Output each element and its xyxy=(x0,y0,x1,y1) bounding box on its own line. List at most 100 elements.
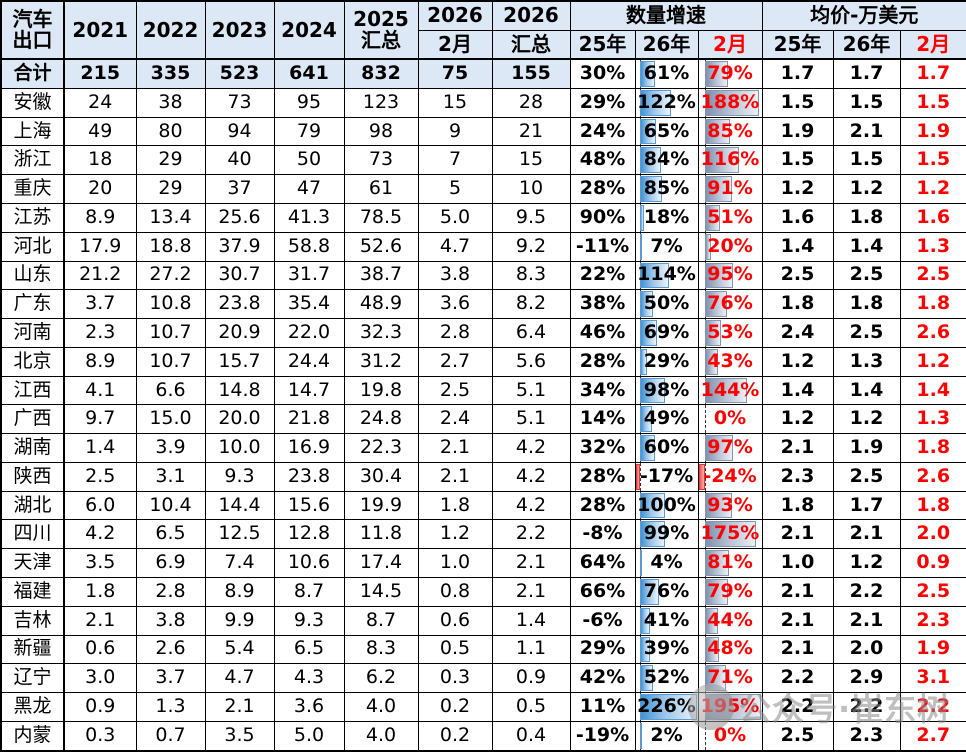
data-bar xyxy=(639,550,642,576)
value-cell: 6.0 xyxy=(63,490,137,521)
growth-25-cell: 38% xyxy=(569,289,636,320)
cell-text: 114% xyxy=(637,263,696,286)
price-26-cell: 2.1 xyxy=(832,116,901,147)
growth-25-cell: 29% xyxy=(569,634,636,665)
value-cell: 3.8 xyxy=(417,260,493,291)
value-cell: 10.6 xyxy=(273,548,345,578)
growth-26-cell: 85% xyxy=(634,174,699,205)
data-bar xyxy=(639,406,653,433)
data-bar xyxy=(639,147,662,174)
price-25-cell: 1.2 xyxy=(761,174,834,205)
row-label: 广东 xyxy=(0,289,65,320)
value-cell: 1.8 xyxy=(417,490,493,521)
value-cell: 2.5 xyxy=(417,375,493,406)
growth-25-cell: 32% xyxy=(569,433,636,463)
value-cell: 215 xyxy=(63,58,137,89)
value-cell: 58.8 xyxy=(273,231,345,262)
price-feb-cell: 2.3 xyxy=(899,605,966,636)
value-cell: 16.9 xyxy=(273,433,345,463)
data-bar xyxy=(639,320,658,346)
row-label: 合计 xyxy=(0,58,65,89)
cell-text: 65% xyxy=(643,119,690,142)
row-label: 北京 xyxy=(0,346,65,377)
data-bar xyxy=(639,435,656,461)
table-row: 河南 2.3 10.7 20.9 22.0 32.3 2.8 6.4 46% 69% 53% 2.4 2… xyxy=(0,318,966,348)
value-cell: 10.7 xyxy=(135,346,206,377)
data-bar xyxy=(639,176,662,203)
value-cell: 41.3 xyxy=(273,203,345,233)
growth-26-cell: 41% xyxy=(634,605,699,636)
price-26-cell: 2.9 xyxy=(832,663,901,694)
row-label: 湖南 xyxy=(0,433,65,463)
price-26-cell: 2.2 xyxy=(832,576,901,607)
price-26-cell: 2.5 xyxy=(832,461,901,492)
growth-25-cell: 14% xyxy=(569,404,636,435)
data-bar xyxy=(705,607,719,634)
cell-text: 50% xyxy=(643,292,690,315)
row-label: 吉林 xyxy=(0,605,65,636)
value-cell: 5 xyxy=(417,174,493,205)
row-label: 湖北 xyxy=(0,490,65,521)
data-bar xyxy=(639,607,651,634)
col-header-2026-feb-label: 2月 xyxy=(417,29,493,60)
growth-25-cell: -8% xyxy=(569,519,636,550)
cell-text: 18% xyxy=(643,205,690,228)
value-cell: 641 xyxy=(273,58,345,89)
value-cell: 73 xyxy=(343,145,419,176)
value-cell: 8.2 xyxy=(491,289,571,320)
sub-header-price-25: 25年 xyxy=(761,29,834,60)
value-cell: 8.7 xyxy=(273,576,345,607)
value-cell: 8.3 xyxy=(343,634,419,665)
value-cell: 20 xyxy=(63,174,137,205)
growth-26-cell: 29% xyxy=(634,346,699,377)
price-25-cell: 2.1 xyxy=(761,433,834,463)
price-26-cell: 1.5 xyxy=(832,87,901,118)
table-row: 辽宁 3.0 3.7 4.7 4.3 6.2 0.3 0.9 42% 52% 71% 2.2 2.9 3.… xyxy=(0,663,966,694)
row-label: 黑龙 xyxy=(0,692,65,722)
table-row: 山东 21.2 27.2 30.7 31.7 38.7 3.8 8.3 22% 114% 95% 2.… xyxy=(0,260,966,291)
bar-axis xyxy=(639,463,641,491)
corner-header: 汽车 出口 xyxy=(0,0,65,60)
col-header-2026-feb-year: 2026 xyxy=(417,0,493,31)
cell-text: 51% xyxy=(707,205,753,228)
price-25-cell: 2.5 xyxy=(761,260,834,291)
cell-text: 226% xyxy=(637,694,696,717)
value-cell: 32.3 xyxy=(343,318,419,348)
value-cell: 40 xyxy=(204,145,275,176)
price-25-cell: 1.4 xyxy=(761,375,834,406)
corner-header-line1: 汽车 xyxy=(12,7,53,31)
value-cell: 0.3 xyxy=(63,720,137,752)
table-row: 重庆 20 29 37 47 61 5 10 28% 85% 91% 1.2 1.2 1.2 xyxy=(0,174,966,205)
cell-text: 71% xyxy=(707,666,753,689)
price-26-cell: 2.5 xyxy=(832,318,901,348)
value-cell: 8.3 xyxy=(491,260,571,291)
value-cell: 4.7 xyxy=(204,663,275,694)
sub-header-price-feb: 2月 xyxy=(899,29,966,60)
price-25-cell: 2.1 xyxy=(761,519,834,550)
value-cell: 22.0 xyxy=(273,318,345,348)
growth-25-cell: 34% xyxy=(569,375,636,406)
table-body: 合计 215 335 523 641 832 75 155 30% 61% 79% 1.7 1.7 1.7… xyxy=(0,58,966,752)
price-26-cell: 1.2 xyxy=(832,404,901,435)
cell-text: 29% xyxy=(643,349,690,372)
value-cell: 3.7 xyxy=(63,289,137,320)
price-25-cell: 2.1 xyxy=(761,634,834,665)
table-row: 天津 3.5 6.9 7.4 10.6 17.4 1.0 2.1 64% 4% 81% 1.0 1.2 0… xyxy=(0,548,966,578)
value-cell: 9 xyxy=(417,116,493,147)
value-cell: 0.6 xyxy=(63,634,137,665)
row-label: 重庆 xyxy=(0,174,65,205)
price-25-cell: 1.7 xyxy=(761,58,834,89)
cell-text: 99% xyxy=(643,522,690,545)
growth-feb-cell: -24% xyxy=(697,461,763,492)
growth-26-cell: 52% xyxy=(634,663,699,694)
data-bar xyxy=(705,233,712,260)
value-cell: 5.0 xyxy=(273,720,345,752)
growth-feb-cell: 95% xyxy=(697,260,763,291)
value-cell: 6.9 xyxy=(135,548,206,578)
value-cell: 15 xyxy=(491,145,571,176)
row-label: 上海 xyxy=(0,116,65,147)
price-25-cell: 1.9 xyxy=(761,116,834,147)
price-feb-cell: 1.9 xyxy=(899,116,966,147)
growth-25-cell: 11% xyxy=(569,692,636,722)
data-bar xyxy=(705,492,733,519)
